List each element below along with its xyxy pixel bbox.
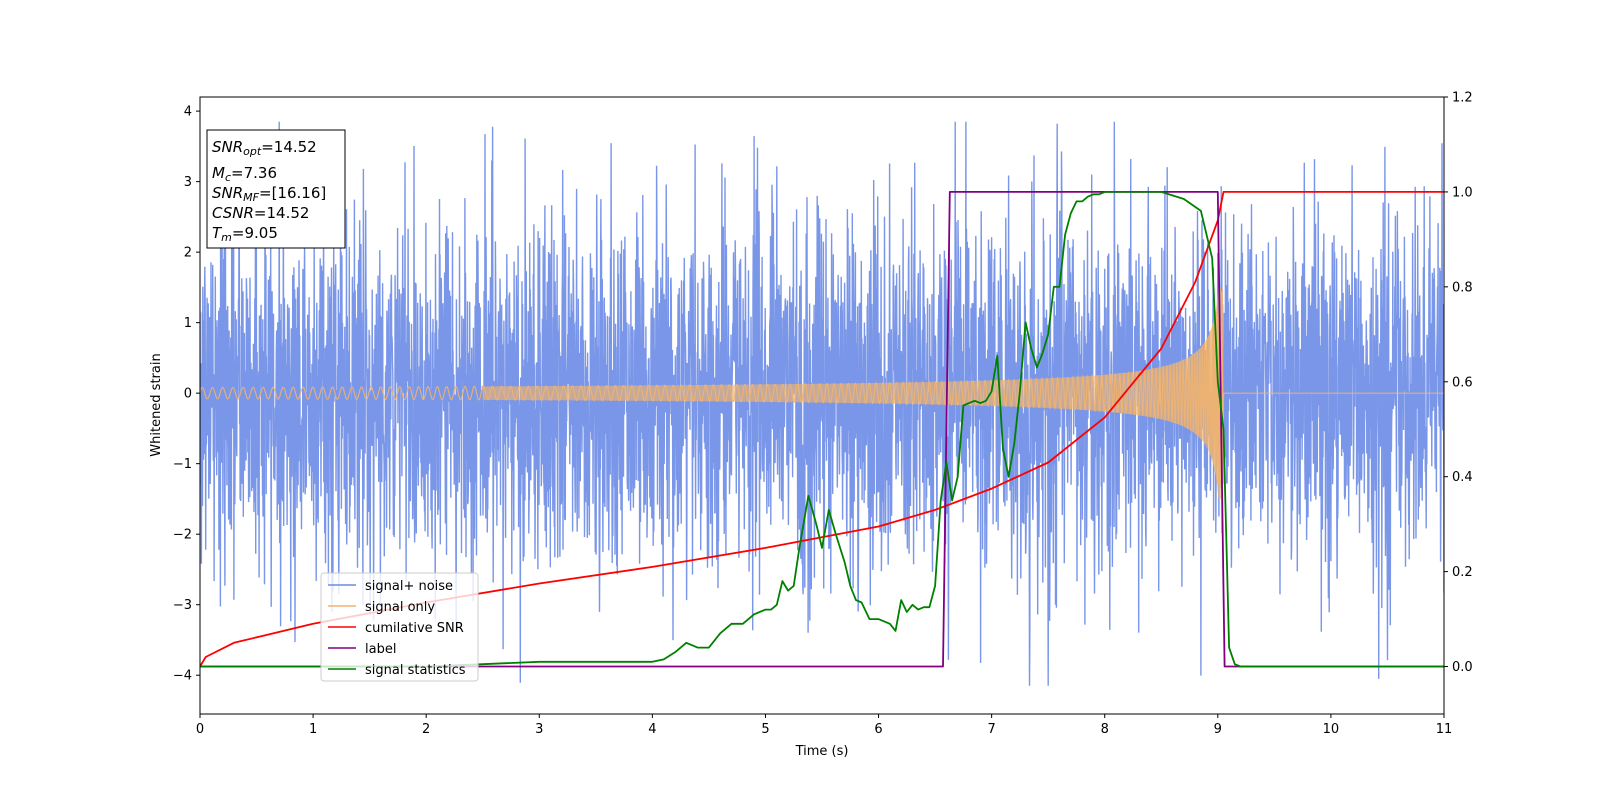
y-left-tick-label: −3 <box>173 598 192 613</box>
x-tick-label: 9 <box>1214 722 1222 737</box>
x-tick-label: 7 <box>987 722 995 737</box>
y-right-tick-label: 0.0 <box>1452 660 1473 675</box>
x-tick-label: 2 <box>422 722 430 737</box>
series-signal-only-line <box>200 289 1444 489</box>
info-snr-opt: SNRopt=14.52 <box>212 138 317 158</box>
y-left-tick-label: 3 <box>184 175 192 190</box>
y-right-tick-label: 0.2 <box>1452 565 1473 580</box>
legend-label-cumulative-snr: cumilative SNR <box>365 621 464 636</box>
x-tick-label: 5 <box>761 722 769 737</box>
legend-label-signal-noise: signal+ noise <box>365 579 453 594</box>
y-axis-right: 0.0 0.2 0.4 0.6 0.8 1.0 1.2 <box>1444 91 1473 675</box>
legend-label-label: label <box>365 642 396 657</box>
x-tick-label: 8 <box>1101 722 1109 737</box>
legend-frame <box>320 572 479 682</box>
info-box: SNRopt=14.52 Mc=7.36 SNRMF=[16.16] CSNR=… <box>206 129 346 249</box>
y-left-tick-label: −4 <box>173 669 192 684</box>
info-tm: Tm=9.05 <box>212 224 278 244</box>
series-signal-statistics-line <box>200 191 1444 668</box>
x-tick-label: 3 <box>535 722 543 737</box>
info-box-frame <box>206 129 346 249</box>
series-layer <box>200 121 1444 686</box>
x-tick-label: 10 <box>1323 722 1340 737</box>
series-cumulative-snr-line <box>200 191 1444 667</box>
y-left-tick-label: 0 <box>184 387 192 402</box>
x-tick-label: 1 <box>309 722 317 737</box>
legend-label-signal-statistics: signal statistics <box>365 663 466 678</box>
info-snr-mf: SNRMF=[16.16] <box>212 184 326 204</box>
x-tick-label: 4 <box>648 722 656 737</box>
y-left-tick-label: −2 <box>173 528 192 543</box>
x-axis: 0 1 2 3 4 5 6 7 8 9 10 11 <box>196 714 1452 737</box>
y-left-tick-label: 4 <box>184 105 192 120</box>
x-tick-label: 11 <box>1436 722 1453 737</box>
y-left-tick-label: −1 <box>173 457 192 472</box>
y-left-tick-label: 1 <box>184 316 192 331</box>
info-csnr: CSNR=14.52 <box>212 204 309 222</box>
info-mc: Mc=7.36 <box>212 164 277 184</box>
y-right-tick-label: 0.8 <box>1452 280 1473 295</box>
y-left-tick-label: 2 <box>184 246 192 261</box>
y-right-tick-label: 0.6 <box>1452 375 1473 390</box>
legend-label-signal-only: signal only <box>365 600 435 615</box>
y-right-tick-label: 0.4 <box>1452 470 1473 485</box>
plot-frame <box>199 96 1445 715</box>
y-right-tick-label: 1.0 <box>1452 185 1473 200</box>
x-axis-label: Time (s) <box>795 744 849 759</box>
legend: signal+ noise signal only cumilative SNR… <box>320 572 479 682</box>
series-signal-noise-line <box>200 121 1444 686</box>
y-axis-label: Whitened strain <box>149 353 164 456</box>
y-axis-left: −4 −3 −2 −1 0 1 2 3 4 <box>173 105 200 684</box>
x-tick-label: 6 <box>874 722 882 737</box>
y-right-tick-label: 1.2 <box>1452 91 1473 106</box>
x-tick-label: 0 <box>196 722 204 737</box>
